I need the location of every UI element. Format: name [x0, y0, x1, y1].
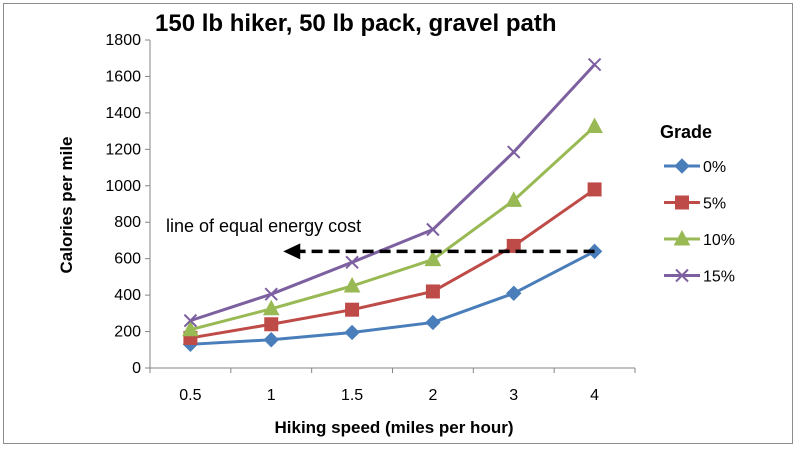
plot-area: 0 200 400 600 800 1000 1200 1400 1600 1800 0.5 1 1.5… — [105, 32, 636, 404]
x-tick-label: 2 — [428, 387, 437, 404]
annotation-arrow-head — [283, 243, 301, 260]
data-point — [425, 284, 440, 299]
x-axis-title: Hiking speed (miles per hour) — [275, 418, 514, 437]
legend-entry: 10% — [664, 229, 735, 249]
legend-marker — [675, 195, 689, 210]
x-tick-label: 1 — [267, 387, 276, 404]
y-tick-label: 400 — [114, 287, 141, 304]
data-point — [506, 285, 522, 301]
y-tick-label: 1200 — [105, 141, 141, 158]
data-point — [343, 276, 361, 293]
y-tick-label: 600 — [114, 251, 141, 268]
data-point — [424, 250, 442, 267]
legend: Grade 0% 5% 10% 15% — [660, 122, 735, 286]
legend-label: 15% — [703, 269, 735, 286]
x-tick-label: 4 — [590, 387, 599, 404]
data-point — [426, 222, 440, 237]
data-point — [586, 117, 603, 134]
data-point — [262, 299, 280, 316]
legend-label: 5% — [703, 196, 726, 213]
data-point — [183, 313, 198, 328]
legend-entry: 0% — [664, 158, 726, 176]
chart-title: 150 lb hiker, 50 lb pack, gravel path — [155, 10, 557, 37]
y-tick-label: 1000 — [105, 178, 141, 195]
series-15pct — [183, 57, 602, 328]
y-axis-title: Calories per mile — [57, 136, 76, 273]
data-point — [587, 182, 602, 197]
series-5pct — [183, 182, 602, 345]
y-tick-label: 800 — [114, 214, 141, 231]
data-point — [264, 317, 279, 332]
series-10pct — [182, 117, 603, 337]
data-point — [263, 332, 279, 348]
legend-label: 0% — [703, 159, 726, 176]
legend-marker — [674, 158, 690, 174]
x-tick-label: 3 — [509, 387, 518, 404]
data-point — [182, 320, 199, 337]
legend-entry: 5% — [664, 195, 726, 213]
x-tick-label: 0.5 — [179, 387, 201, 404]
series-0pct — [182, 243, 603, 353]
annotation-label: line of equal energy cost — [166, 216, 361, 236]
legend-marker — [675, 268, 689, 283]
legend-marker — [673, 229, 691, 246]
series-line — [190, 250, 596, 346]
y-tick-label: 1800 — [105, 32, 141, 49]
data-point — [425, 314, 441, 331]
legend-entry: 15% — [664, 269, 735, 286]
data-point — [587, 57, 602, 72]
chart-frame — [3, 3, 793, 444]
data-point — [506, 238, 521, 253]
data-point — [507, 145, 521, 159]
data-point — [345, 255, 359, 270]
legend-label: 10% — [703, 232, 735, 249]
data-point — [344, 324, 360, 341]
data-point — [345, 302, 360, 317]
series-line — [189, 63, 596, 323]
data-point — [505, 191, 523, 207]
data-point — [264, 287, 278, 301]
series-line — [190, 125, 596, 332]
y-tick-label: 1600 — [105, 68, 141, 85]
y-tick-label: 1400 — [105, 105, 141, 122]
y-tick-label: 200 — [114, 324, 141, 341]
series-line — [190, 188, 596, 340]
x-tick-label: 1.5 — [341, 387, 363, 404]
legend-title: Grade — [660, 122, 712, 142]
y-tick-label: 0 — [132, 360, 141, 377]
